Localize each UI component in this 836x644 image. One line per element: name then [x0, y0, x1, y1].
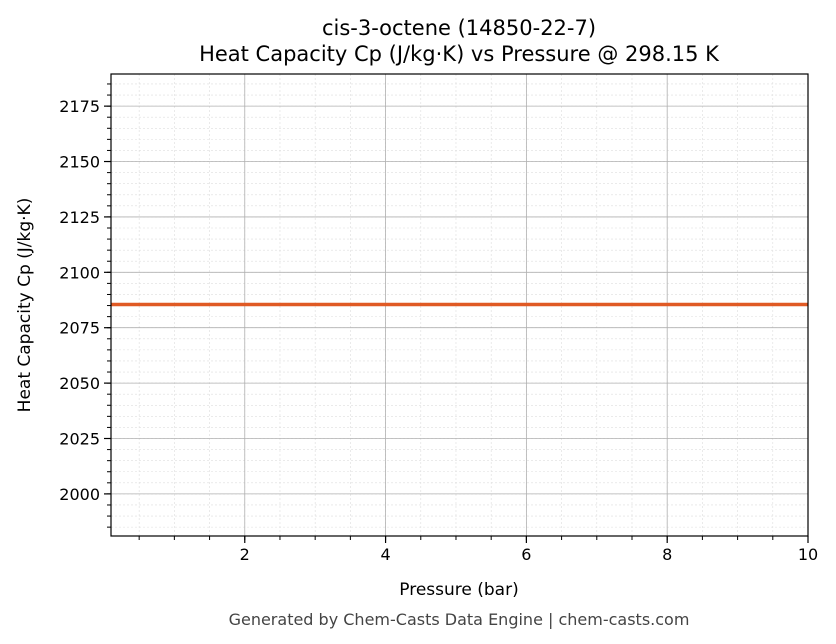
x-tick-label: 10 — [798, 545, 818, 564]
y-tick-label: 2125 — [59, 208, 100, 227]
x-axis-label: Pressure (bar) — [399, 580, 518, 600]
chart-subtitle: Heat Capacity Cp (J/kg·K) vs Pressure @ … — [199, 42, 720, 66]
y-tick-label: 2050 — [59, 374, 100, 393]
y-tick-label: 2075 — [59, 319, 100, 338]
chart-title: cis-3-octene (14850-22-7) — [322, 16, 596, 40]
y-tick-label: 2000 — [59, 485, 100, 504]
plot-frame — [110, 73, 809, 537]
y-tick-label: 2100 — [59, 263, 100, 282]
axis-ticks: 2 4 6 8 10 2000 2025 2050 2075 2100 2125 2150 2175 — [59, 83, 818, 564]
major-grid — [111, 74, 809, 536]
x-tick-label: 8 — [662, 545, 672, 564]
x-tick-label: 4 — [380, 545, 390, 564]
y-tick-label: 2025 — [59, 430, 100, 449]
footer-credit: Generated by Chem-Casts Data Engine | ch… — [229, 610, 690, 629]
x-tick-label: 6 — [521, 545, 531, 564]
y-tick-label: 2150 — [59, 153, 100, 172]
y-tick-label: 2175 — [59, 97, 100, 116]
x-tick-label: 2 — [240, 545, 250, 564]
y-axis-label: Heat Capacity Cp (J/kg·K) — [15, 198, 35, 413]
